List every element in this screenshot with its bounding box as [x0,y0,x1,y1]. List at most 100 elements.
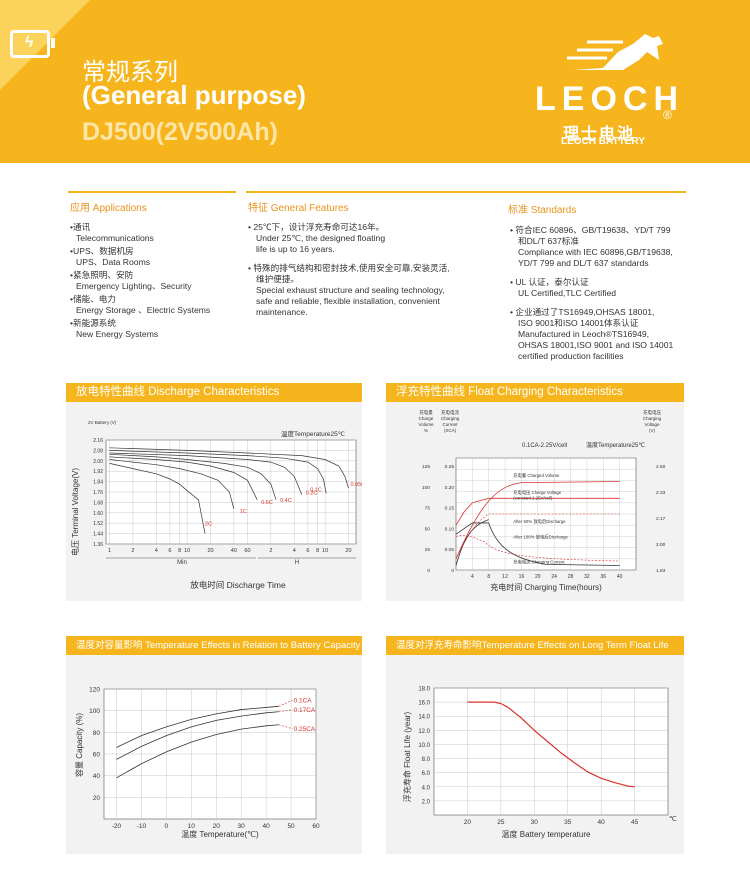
capacity-curve-0.25CA [116,724,279,779]
discharge-chart: 电压 Terminal Voltage(V) 2V Battery (V) 温度… [70,420,362,590]
list-item: • UL 认证，泰尔认证 UL Certified,TLC Certified [510,277,617,298]
x-tick-label: 2 [269,548,272,554]
discharge-curve-2C [109,463,206,534]
float-charge-chart: 0.1CA-2.25V/cell 温度Temperature25℃ 充电时间 C… [418,409,666,592]
top-annotation: 0.1CA-2.25V/cell [522,443,567,449]
curve-label: 0.25CA [294,726,316,733]
logo-cn: 理士电池 [563,126,636,143]
x-group-min: Min [177,560,187,566]
charge-volume-axis-label: % [424,428,428,433]
x-tick-label: 25 [497,819,505,826]
features-rule [246,191,686,193]
model-title: DJ500(2V500Ah) [82,118,278,146]
list-item: •通讯 Telecommunications [70,222,154,243]
curve-label: 0.2C [306,491,318,497]
temp-capacity-panel: 温度对容量影响 Temperature Effects in Relation … [66,636,362,854]
charge-volume-axis-tick: 25 [425,547,431,553]
charging-voltage-axis-tick: 2.33 [656,490,666,496]
curve-leader [278,724,293,730]
series-label: After 100% 放电后Discharge [513,534,568,541]
float-life-curve [467,701,635,788]
y-tick-label: 120 [89,687,100,694]
curve-leader [278,700,293,707]
x-axis-label: 温度 Temperature(℃) [181,829,259,839]
charging-voltage-axis-label: Voltage [644,422,660,427]
discharge-curve-0.2C [109,452,303,495]
applications-rule [68,191,236,193]
x-tick-label: 60 [244,548,250,554]
series-label: 充电电压 Charge Voltage [513,489,562,496]
title-en: (General purpose) [82,80,306,110]
series-label: (constant 2.25V/cell) [513,495,553,500]
x-tick-label: -20 [112,823,122,830]
logo-wordmark: LEOCH [535,80,684,118]
after-50-curve [455,513,620,559]
x-tick-label: 30 [531,819,539,826]
charging-voltage-axis-tick: 2.17 [656,516,666,522]
y-tick-label: 20 [93,795,101,802]
x-tick-label: 8 [487,574,490,580]
float-charge-chart-title: 浮充特性曲线 Float Charging Characteristics [386,383,684,402]
x-tick-label: 32 [584,574,590,580]
charge-volume-axis-tick: 100 [422,485,430,491]
temperature-annotation: 温度Temperature25℃ [586,441,645,449]
leoch-logo: LEOCH 理士电池 LEOCH BATTERY ® [535,30,695,147]
x-tick-label: 60 [312,823,320,830]
temperature-annotation: 温度Temperature25℃ [281,429,346,438]
y-tick-label: 1.84 [93,480,103,486]
list-item: •新能源系统 New Energy Systems [70,318,159,339]
x-tick-label: 4 [293,548,296,554]
x-tick-label: 28 [568,574,574,580]
y-tick-label: 2.16 [93,438,103,444]
x-tick-label: 4 [471,574,474,580]
x-tick-label: 40 [263,823,271,830]
y-tick-label: 18.0 [418,687,430,693]
charge-volume-axis-label: 充电量 [419,409,433,416]
x-tick-label: 45 [631,819,639,826]
y-tick-label: 2.00 [93,459,103,465]
charge-volume-axis-tick: 50 [425,526,431,532]
y-tick-label: 1.36 [93,542,103,548]
capacity-curve-0.17CA [116,711,279,760]
y-tick-label: 40 [93,773,101,780]
curve-label: 1C [240,509,247,515]
capacity-curve-0.1CA [116,705,279,748]
x-tick-label: 36 [600,574,606,580]
charge-volume-axis-label: Charge [419,416,434,421]
charging-current-axis-label: (XCA) [444,428,457,433]
y-unit-label: 2V Battery (V) [88,420,117,425]
charge-volume-axis-label: Volume [418,422,434,427]
discharge-curve-0.1C [109,450,327,494]
x-tick-label: 40 [617,574,623,580]
header-banner: ϟ 常规系列 (General purpose) DJ500(2V500Ah) … [0,0,750,163]
series-label: 充电电流 Charging Current [513,558,565,565]
charge-volume-axis-tick: 0 [427,568,430,574]
charging-voltage-axis-tick: 2.50 [656,464,666,470]
x-tick-label: 24 [551,574,557,580]
x-tick-label: 50 [287,823,295,830]
series-label: After 50% 放电后Discharge [513,518,566,525]
x-tick-label: 20 [345,548,351,554]
discharge-curve-0.4C [109,453,277,500]
charging-current-axis-tick: 0 [451,568,454,574]
charging-voltage-axis-label: (V) [649,428,656,433]
x-tick-label: 40 [231,548,237,554]
list-item: •储能、电力 Energy Storage 、Electric Systems [70,294,211,315]
charging-current-axis-label: 充电电流 [441,409,459,416]
curve-label: 0.4C [280,498,292,504]
charging-current-axis-label: Current [442,422,458,427]
float-charge-panel: 浮充特性曲线 Float Charging Characteristics 0.… [386,383,684,601]
battery-charge-icon: ϟ [10,30,55,58]
x-tick-label: 30 [238,823,246,830]
x-tick-label: 4 [155,548,158,554]
y-tick-label: 2.08 [93,448,103,454]
applications-list: •通讯 Telecommunications •UPS、数据机房 UPS、Data … [70,222,245,342]
x-tick-label: 0 [165,823,169,830]
x-tick-label: 20 [535,574,541,580]
charging-current-axis-tick: 0.15 [445,506,455,512]
y-tick-label: 2.0 [422,799,431,805]
after-100-current-curve [455,519,489,566]
y-axis-label: 容量 Capacity (%) [74,713,84,777]
charging-voltage-axis-label: Charging [643,416,662,421]
x-unit-label: ℃ [669,816,677,823]
